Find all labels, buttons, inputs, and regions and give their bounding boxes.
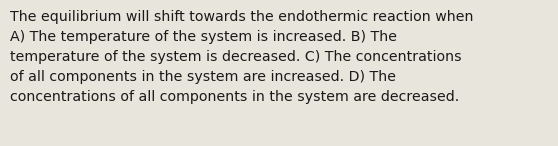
Text: The equilibrium will shift towards the endothermic reaction when
A) The temperat: The equilibrium will shift towards the e… — [10, 10, 474, 104]
